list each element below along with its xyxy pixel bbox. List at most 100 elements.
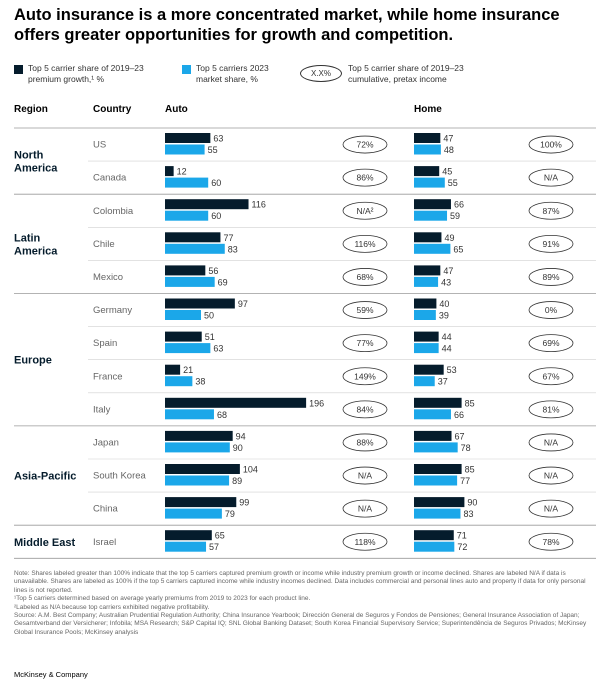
auto-growth-label: 99 (239, 498, 249, 508)
legend-income-line1: Top 5 carrier share of 2019–23 (348, 63, 464, 73)
region-label: Asia-Pacific (14, 471, 76, 483)
country-label: Chile (93, 239, 115, 250)
auto-share-bar (165, 210, 209, 221)
auto-income-oval (342, 433, 388, 452)
home-growth-bar (414, 199, 451, 210)
legend-growth-line2: premium growth,¹ % (28, 74, 105, 84)
home-income-oval (528, 234, 574, 253)
home-growth-bar (414, 430, 452, 441)
country-label: China (93, 504, 119, 515)
auto-share-bar (165, 144, 205, 155)
auto-share-bar (165, 541, 207, 552)
header-auto: Auto (165, 104, 188, 115)
auto-share-label: 68 (217, 410, 227, 420)
home-income-label: 67% (542, 371, 559, 381)
home-income-label: 78% (542, 537, 559, 547)
home-growth-label: 85 (465, 465, 475, 475)
home-growth-label: 90 (467, 498, 477, 508)
auto-share-bar (165, 409, 214, 420)
legend-growth-label: Top 5 carrier share of 2019–23 premium g… (28, 63, 144, 85)
auto-growth-label: 51 (205, 332, 215, 342)
legend-share-swatch (182, 65, 191, 74)
auto-growth-label: 21 (183, 365, 193, 375)
home-income-label: N/A (544, 173, 559, 183)
auto-share-label: 50 (204, 311, 214, 321)
auto-income-oval (342, 234, 388, 253)
auto-growth-label: 63 (213, 134, 223, 144)
home-income-oval (528, 334, 574, 353)
home-share-label: 72 (457, 542, 467, 552)
home-income-oval (528, 499, 574, 518)
auto-share-label: 79 (225, 509, 235, 519)
auto-income-oval (342, 367, 388, 386)
auto-income-label: 84% (356, 404, 373, 414)
home-income-oval (528, 268, 574, 286)
country-label: South Korea (93, 471, 147, 482)
auto-growth-bar (165, 232, 221, 243)
home-share-label: 55 (448, 178, 458, 188)
auto-income-label: N/A² (357, 206, 374, 216)
auto-income-label: 72% (356, 140, 373, 150)
auto-income-oval (342, 532, 388, 551)
auto-share-label: 63 (213, 344, 223, 354)
legend-growth-line1: Top 5 carrier share of 2019–23 (28, 63, 144, 73)
auto-share-label: 55 (208, 145, 218, 155)
home-income-oval (528, 433, 574, 452)
home-growth-bar (414, 530, 454, 541)
home-growth-label: 53 (447, 365, 457, 375)
home-share-label: 77 (460, 476, 470, 486)
home-income-label: N/A (544, 437, 559, 447)
country-label: France (93, 371, 123, 382)
home-growth-label: 40 (439, 299, 449, 309)
region-label: North (14, 150, 44, 162)
home-growth-bar (414, 265, 441, 276)
auto-income-label: 118% (354, 537, 376, 547)
home-income-oval (528, 466, 574, 485)
home-growth-label: 71 (457, 531, 467, 541)
home-share-label: 78 (461, 443, 471, 453)
home-share-label: 66 (454, 410, 464, 420)
country-label: Canada (93, 173, 127, 184)
home-share-label: 37 (438, 377, 448, 387)
home-share-bar (414, 442, 458, 453)
auto-income-oval (342, 400, 388, 419)
home-growth-label: 85 (465, 398, 475, 408)
region-label: America (14, 245, 58, 257)
home-income-label: 100% (540, 140, 562, 150)
auto-growth-bar (165, 298, 235, 309)
home-income-oval (528, 400, 574, 419)
country-label: Spain (93, 338, 117, 349)
home-growth-bar (414, 298, 437, 309)
auto-growth-bar (165, 497, 237, 508)
auto-income-oval (342, 168, 388, 187)
auto-growth-label: 56 (208, 266, 218, 276)
auto-growth-bar (165, 199, 249, 210)
header-home: Home (414, 104, 442, 115)
notes: Note: Shares labeled greater than 100% i… (14, 570, 594, 637)
auto-share-bar (165, 243, 225, 254)
auto-income-oval (342, 334, 388, 353)
footnote-1: ¹Top 5 carriers determined based on aver… (14, 595, 311, 603)
home-share-bar (414, 310, 436, 320)
auto-share-label: 57 (209, 542, 219, 552)
legend-share-line2: market share, % (196, 74, 258, 84)
auto-share-bar (165, 310, 201, 320)
home-growth-label: 66 (454, 200, 464, 210)
home-share-bar (414, 475, 458, 486)
country-label: Mexico (93, 272, 123, 283)
auto-growth-label: 94 (236, 431, 246, 441)
home-share-bar (414, 508, 461, 519)
region-label: Europe (14, 355, 52, 367)
auto-growth-bar (165, 133, 211, 143)
auto-growth-bar (165, 397, 307, 408)
home-share-label: 48 (444, 145, 454, 155)
home-share-bar (414, 177, 445, 188)
home-share-bar (414, 343, 439, 354)
auto-share-label: 60 (211, 178, 221, 188)
auto-growth-bar (165, 265, 206, 276)
auto-income-label: 116% (354, 239, 376, 249)
legend-income-line2: cumulative, pretax income (348, 74, 447, 84)
auto-growth-label: 104 (243, 465, 258, 475)
auto-income-label: 77% (356, 338, 373, 348)
